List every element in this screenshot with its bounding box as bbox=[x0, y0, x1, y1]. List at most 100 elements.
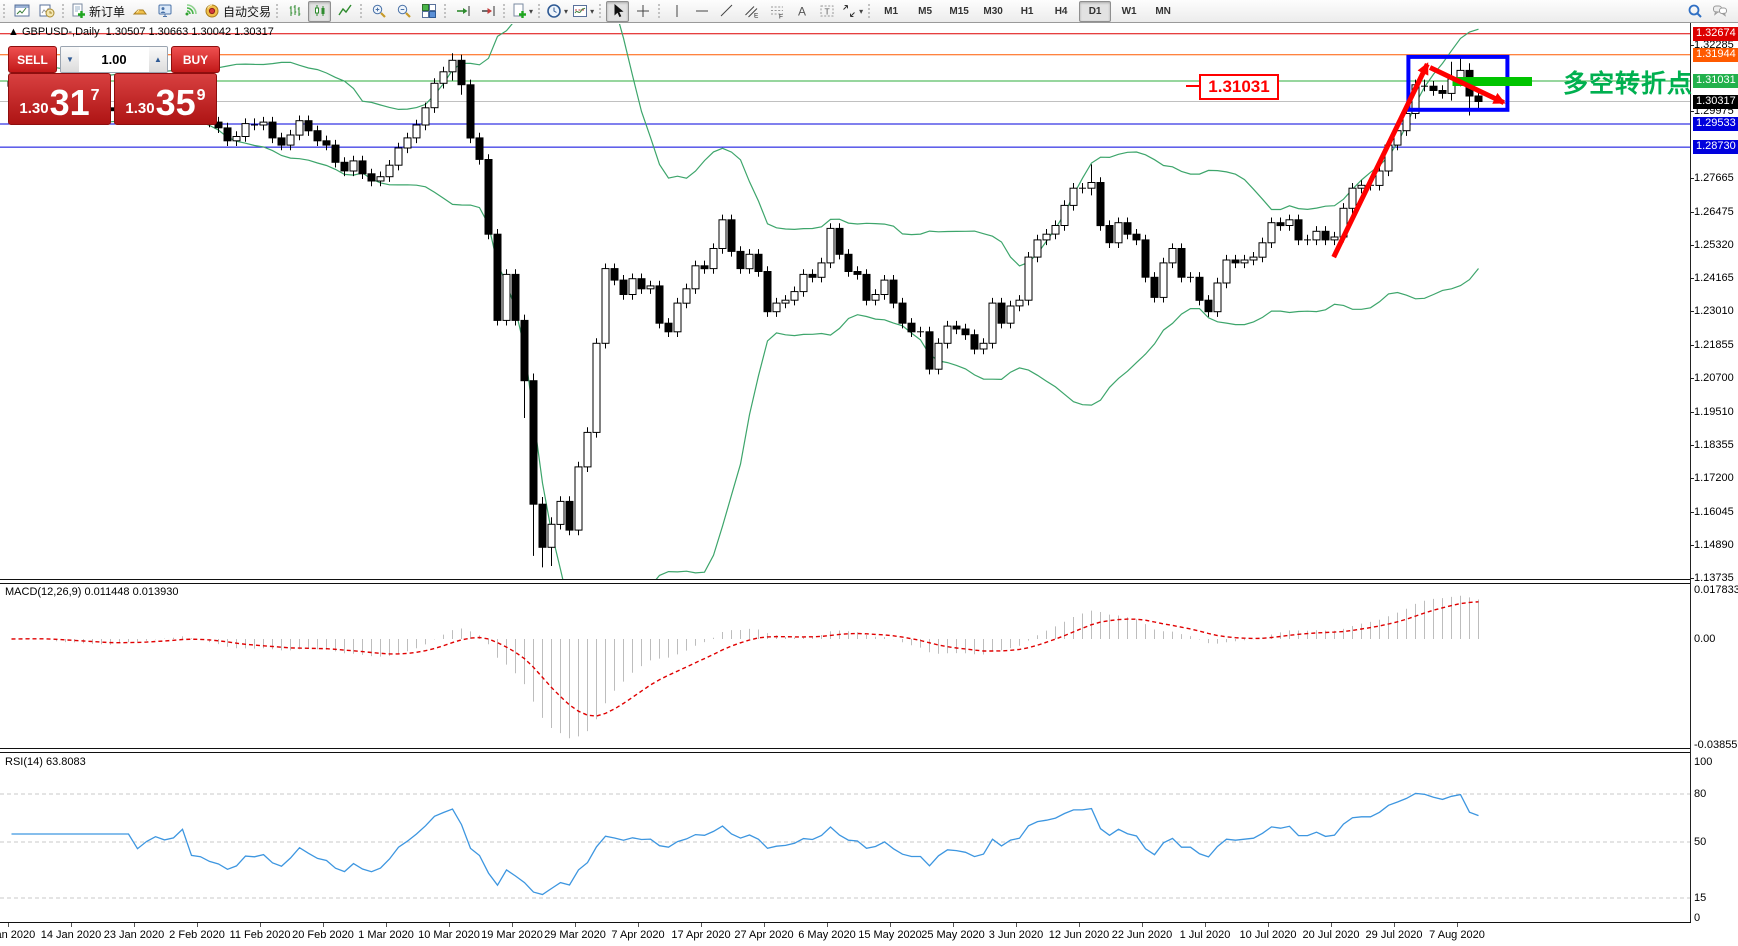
bollinger-upper-band bbox=[11, 24, 1479, 267]
rsi-axis-50: 50 bbox=[1694, 836, 1707, 848]
trendline-button[interactable] bbox=[715, 1, 738, 22]
crosshair-button[interactable] bbox=[631, 1, 654, 22]
sell-button[interactable]: SELL bbox=[8, 46, 57, 73]
horizontal-line-button[interactable] bbox=[690, 1, 713, 22]
signals-button[interactable] bbox=[178, 1, 201, 22]
indicators-list-button[interactable]: ▾ bbox=[571, 1, 595, 22]
terminal-icon bbox=[157, 3, 173, 19]
candle-bullish bbox=[943, 325, 952, 344]
timeframe-h4-button[interactable]: H4 bbox=[1054, 5, 1068, 17]
timeframe-d1-button[interactable]: D1 bbox=[1079, 0, 1112, 22]
date-tick-mark bbox=[1394, 923, 1395, 927]
volume-value[interactable]: 1.00 bbox=[101, 52, 127, 67]
axis-tick-mark bbox=[1690, 378, 1694, 379]
timeframe-m30-button[interactable]: M30 bbox=[983, 5, 1003, 17]
chart-shift-button[interactable] bbox=[476, 1, 499, 22]
timeframe-w1-button[interactable]: W1 bbox=[1121, 5, 1137, 17]
candle-bullish bbox=[556, 500, 565, 525]
market-watch-button[interactable] bbox=[128, 1, 151, 22]
fibonacci-retracement-button[interactable]: F bbox=[765, 1, 788, 22]
date-tick-mark bbox=[701, 923, 702, 927]
timeframe-m15-button[interactable]: M15 bbox=[949, 5, 969, 17]
candle-bearish bbox=[898, 302, 907, 324]
search-button[interactable] bbox=[1683, 1, 1706, 22]
pane-splitter-rsi[interactable] bbox=[0, 748, 1690, 753]
date-tick-mark bbox=[1331, 923, 1332, 927]
candle-bullish bbox=[790, 291, 799, 301]
auto-trading-icon bbox=[204, 3, 220, 19]
timeframe-mn-button[interactable]: MN bbox=[1155, 5, 1171, 17]
tile-windows-icon bbox=[421, 3, 437, 19]
candle-bearish bbox=[529, 380, 538, 505]
turning-point-bar[interactable] bbox=[1452, 77, 1533, 86]
new-chart-button[interactable] bbox=[10, 1, 33, 22]
candle-bearish bbox=[1141, 239, 1150, 278]
chart-title: ▲ GBPUSD-,Daily 1.30507 1.30663 1.30042 … bbox=[8, 26, 274, 38]
candle-bullish bbox=[817, 262, 826, 278]
candle-bearish bbox=[538, 503, 547, 548]
candle-bearish bbox=[862, 273, 871, 301]
new-template-button[interactable]: ▾ bbox=[510, 1, 534, 22]
ask-price-prefix: 1.30 bbox=[125, 100, 155, 117]
candle-bearish bbox=[952, 325, 961, 330]
arrows-button[interactable]: ▾ bbox=[840, 1, 864, 22]
arrows-icon bbox=[841, 3, 857, 19]
date-label: 3 Jun 2020 bbox=[988, 929, 1044, 941]
auto-trading-button[interactable]: 自动交易 bbox=[203, 1, 272, 22]
bid-price-panel[interactable]: 1.30 31 7 bbox=[8, 73, 111, 125]
new-order-button[interactable]: 新订单 bbox=[69, 1, 126, 22]
rsi-axis-15: 15 bbox=[1694, 892, 1707, 904]
candle-bullish bbox=[376, 176, 385, 182]
new-chart-icon bbox=[14, 3, 30, 19]
equidistant-channel-icon: E bbox=[744, 3, 760, 19]
timeframe-h1-button[interactable]: H1 bbox=[1020, 5, 1034, 17]
turning-point-note: 多空转折点 bbox=[1563, 69, 1694, 98]
axis-tick-mark bbox=[1690, 278, 1694, 279]
trend-arrow-up[interactable] bbox=[1331, 62, 1430, 259]
volume-increase-button[interactable]: ▲ bbox=[149, 47, 167, 72]
line-chart-mode-button[interactable] bbox=[333, 1, 356, 22]
tile-windows-button[interactable] bbox=[417, 1, 440, 22]
toolbar-group bbox=[0, 0, 59, 22]
bid-price-big: 31 bbox=[49, 82, 90, 124]
chat-button[interactable] bbox=[1708, 1, 1731, 22]
volume-decrease-button[interactable]: ▼ bbox=[61, 47, 79, 72]
toolbar-group: ▾ bbox=[500, 0, 535, 22]
candle-bullish bbox=[439, 71, 448, 84]
text-label-button[interactable]: T bbox=[815, 1, 838, 22]
zoom-in-button[interactable] bbox=[367, 1, 390, 22]
text-button[interactable]: A bbox=[790, 1, 813, 22]
axis-tick-mark bbox=[1690, 45, 1694, 46]
chart-profiles-button[interactable] bbox=[35, 1, 58, 22]
periods-button[interactable]: ▾ bbox=[545, 1, 569, 22]
auto-scroll-button[interactable] bbox=[451, 1, 474, 22]
trend-arrow-down[interactable] bbox=[1428, 65, 1506, 105]
terminal-button[interactable] bbox=[153, 1, 176, 22]
indicators-list-icon bbox=[572, 3, 588, 19]
candle-bullish bbox=[394, 147, 403, 166]
candle-bullish bbox=[1033, 239, 1042, 258]
timeframe-m1-button[interactable]: M1 bbox=[884, 5, 899, 17]
candle-bullish bbox=[502, 273, 511, 321]
zoom-out-button[interactable] bbox=[392, 1, 415, 22]
equidistant-channel-button[interactable]: E bbox=[740, 1, 763, 22]
pane-splitter-macd[interactable] bbox=[0, 579, 1690, 584]
bar-chart-mode-button[interactable] bbox=[283, 1, 306, 22]
price-label-1.32674: 1.32674 bbox=[1693, 27, 1738, 41]
candle-bearish bbox=[466, 84, 475, 139]
price-tick-1.20700: 1.20700 bbox=[1694, 372, 1734, 384]
buy-button[interactable]: BUY bbox=[171, 46, 220, 73]
date-tick-mark bbox=[134, 923, 135, 927]
cursor-button[interactable] bbox=[606, 0, 630, 22]
candle-bullish bbox=[385, 164, 394, 178]
axis-tick-mark bbox=[1690, 545, 1694, 546]
date-label: 29 Jul 2020 bbox=[1365, 929, 1423, 941]
candle-bullish bbox=[1348, 187, 1357, 209]
vertical-line-button[interactable] bbox=[665, 1, 688, 22]
candlestick-mode-button[interactable] bbox=[308, 0, 332, 22]
ask-price-panel[interactable]: 1.30 35 9 bbox=[114, 73, 217, 125]
timeframe-m5-button[interactable]: M5 bbox=[918, 5, 933, 17]
candle-bullish bbox=[1249, 256, 1258, 261]
